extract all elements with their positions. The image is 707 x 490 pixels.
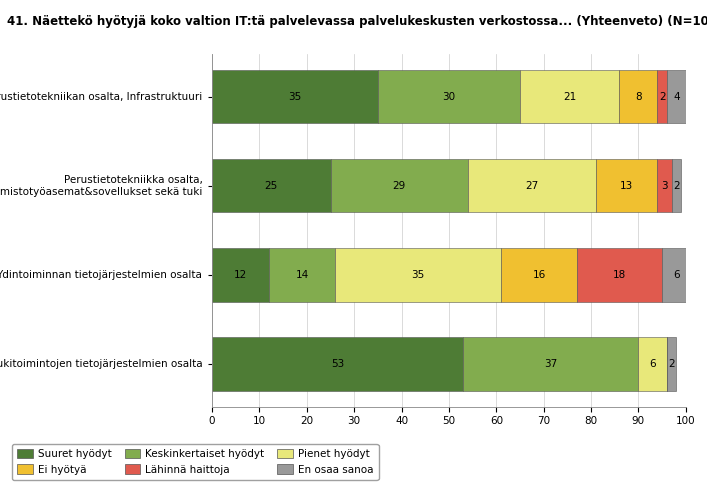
Bar	[212, 248, 269, 301]
Bar	[335, 248, 501, 301]
Bar	[638, 337, 667, 391]
Text: 13: 13	[620, 181, 633, 191]
Bar	[667, 70, 686, 123]
Bar	[212, 159, 330, 213]
Text: 6: 6	[649, 359, 656, 369]
Text: 37: 37	[544, 359, 557, 369]
Legend: Suuret hyödyt, Ei hyötyä, Keskinkertaiset hyödyt, Lähinnä haittoja, Pienet hyödy: Suuret hyödyt, Ei hyötyä, Keskinkertaise…	[12, 444, 378, 480]
Bar	[672, 159, 681, 213]
Text: 41. Näettekö hyötyjä koko valtion IT:tä palvelevassa palvelukeskusten verkostoss: 41. Näettekö hyötyjä koko valtion IT:tä …	[7, 15, 707, 28]
Text: 8: 8	[635, 92, 642, 101]
Bar	[468, 159, 596, 213]
Bar	[662, 248, 691, 301]
Text: 16: 16	[532, 270, 546, 280]
Text: 2: 2	[673, 181, 679, 191]
Bar	[378, 70, 520, 123]
Text: 6: 6	[673, 270, 679, 280]
Bar	[667, 337, 677, 391]
Bar	[501, 248, 577, 301]
Bar	[212, 70, 378, 123]
Bar	[658, 70, 667, 123]
Text: 3: 3	[661, 181, 668, 191]
Bar	[269, 248, 335, 301]
Bar	[619, 70, 658, 123]
Bar	[212, 337, 463, 391]
Text: 35: 35	[288, 92, 302, 101]
Bar	[330, 159, 468, 213]
Text: 30: 30	[443, 92, 455, 101]
Text: 12: 12	[234, 270, 247, 280]
Text: 14: 14	[296, 270, 309, 280]
Text: 21: 21	[563, 92, 576, 101]
Bar	[577, 248, 662, 301]
Text: 2: 2	[668, 359, 675, 369]
Text: 29: 29	[392, 181, 406, 191]
Text: 27: 27	[525, 181, 539, 191]
Text: 18: 18	[613, 270, 626, 280]
Text: 2: 2	[659, 92, 665, 101]
Bar	[658, 159, 672, 213]
Text: 4: 4	[673, 92, 679, 101]
Text: 35: 35	[411, 270, 425, 280]
Bar	[596, 159, 658, 213]
Bar	[463, 337, 638, 391]
Bar	[520, 70, 619, 123]
Text: 25: 25	[264, 181, 278, 191]
Text: 53: 53	[331, 359, 344, 369]
